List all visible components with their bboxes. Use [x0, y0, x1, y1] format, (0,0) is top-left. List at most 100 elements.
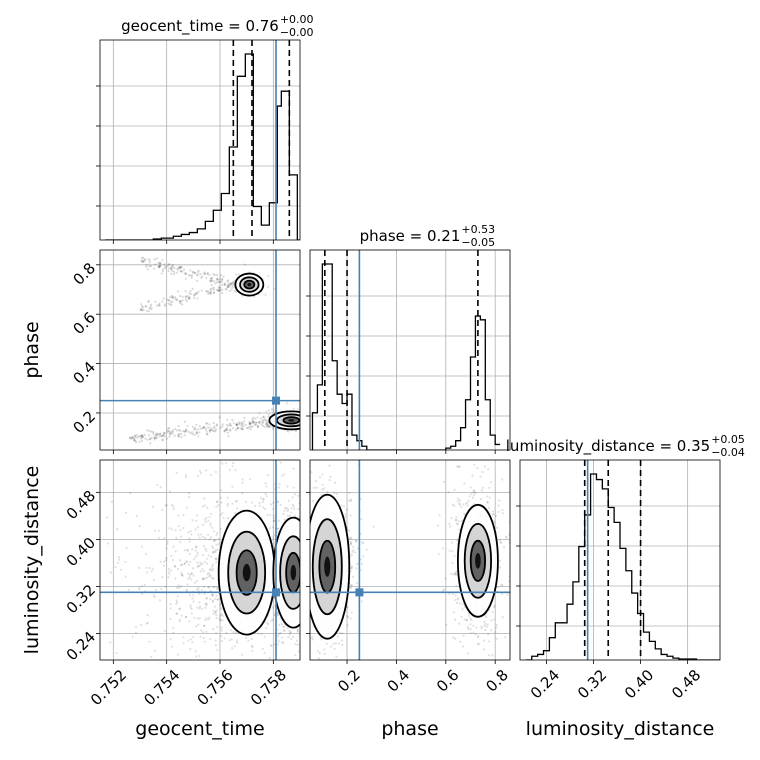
panel-geocent_time-vs-luminosity_distance-point [187, 572, 190, 575]
panel-geocent_time-vs-luminosity_distance-point [191, 548, 194, 551]
title-phase-minus: −0.05 [461, 236, 495, 249]
panel-phase-vs-luminosity_distance-point [454, 594, 457, 597]
panel-phase-vs-luminosity_distance-point [476, 636, 480, 639]
panel-geocent_time-vs-luminosity_distance-point [209, 536, 213, 539]
panel-geocent_time-vs-phase-point [140, 257, 143, 260]
panel-geocent_time-vs-luminosity_distance-point [302, 531, 304, 533]
panel-phase-vs-luminosity_distance-point [488, 668, 490, 670]
panel-geocent_time-vs-luminosity_distance-point [192, 574, 195, 577]
panel-phase-vs-luminosity_distance-point [307, 625, 309, 627]
panel-phase-vs-luminosity_distance-point [301, 584, 303, 586]
panel-geocent_time-vs-phase-point [160, 272, 163, 275]
panel-geocent_time-vs-phase-point [197, 428, 200, 431]
panel-geocent_time-vs-luminosity_distance-point [195, 579, 199, 583]
hist-geocent_time-steps [105, 53, 300, 240]
panel-geocent_time-vs-phase-point [263, 419, 266, 422]
panel-geocent_time-vs-phase-point [154, 263, 157, 266]
panel-phase-vs-luminosity_distance-point [352, 549, 355, 552]
panel-geocent_time-vs-luminosity_distance-point [220, 635, 223, 638]
panel-geocent_time-vs-luminosity_distance-point [215, 505, 218, 508]
panel-geocent_time-vs-phase-point [264, 418, 267, 421]
panel-geocent_time-vs-luminosity_distance-point [306, 550, 308, 552]
panel-phase-vs-luminosity_distance-point [323, 487, 326, 490]
panel-phase-vs-luminosity_distance-point [441, 547, 444, 550]
panel-geocent_time-vs-phase-point [228, 422, 232, 425]
panel-phase-vs-luminosity_distance-point [452, 636, 455, 639]
panel-geocent_time-vs-luminosity_distance-point [194, 528, 197, 531]
panel-geocent_time-vs-phase-point [215, 428, 218, 431]
panel-geocent_time-vs-luminosity_distance-point [197, 623, 200, 626]
panel-geocent_time-vs-luminosity_distance-point [214, 611, 217, 614]
panel-geocent_time-vs-luminosity_distance-point [177, 514, 180, 517]
panel-geocent_time-vs-phase-point [229, 282, 232, 285]
panel-phase-vs-luminosity_distance-point [359, 558, 363, 561]
panel-geocent_time-vs-luminosity_distance-point [273, 643, 276, 646]
panel-geocent_time-vs-phase-point [171, 263, 174, 267]
panel-geocent_time-vs-luminosity_distance-point [194, 668, 196, 670]
panel-geocent_time-vs-phase-point [183, 434, 186, 437]
panel-geocent_time-vs-phase-point [306, 421, 308, 423]
panel-phase-vs-luminosity_distance-point [355, 582, 358, 585]
panel-geocent_time-vs-luminosity_distance-point [197, 474, 200, 477]
title-luminosity_distance-text: luminosity_distance = 0.35 [506, 437, 710, 456]
panel-geocent_time-vs-luminosity_distance-point [189, 647, 192, 651]
panel-phase-vs-luminosity_distance-point [501, 509, 504, 512]
panel-phase-vs-luminosity_distance-point [515, 530, 517, 532]
panel-geocent_time-vs-phase-point [237, 273, 240, 276]
panel-phase-vs-luminosity_distance-point [311, 638, 314, 641]
panel-phase-vs-luminosity_distance-point [320, 638, 323, 641]
panel-geocent_time-vs-luminosity_distance-point [220, 489, 223, 492]
panel-geocent_time-vs-luminosity_distance-point [265, 495, 268, 498]
panel-geocent_time-vs-luminosity_distance-point [159, 560, 162, 563]
panel-phase-vs-luminosity_distance-point [307, 515, 309, 517]
panel-geocent_time-vs-luminosity_distance-point [124, 575, 127, 578]
panel-phase-vs-luminosity_distance-point [455, 465, 459, 468]
panel-geocent_time-vs-luminosity_distance-point [170, 569, 173, 572]
panel-geocent_time-vs-luminosity_distance-point [270, 644, 273, 647]
panel-geocent_time-vs-luminosity_distance-point [216, 598, 219, 601]
panel-geocent_time-vs-phase-point [249, 422, 252, 426]
panel-geocent_time-vs-luminosity_distance-point [251, 649, 254, 653]
panel-phase-vs-luminosity_distance-point [464, 502, 468, 505]
panel-phase-vs-luminosity_distance-point [495, 526, 499, 529]
panel-phase-vs-luminosity_distance-point [339, 632, 342, 635]
panel-geocent_time-vs-luminosity_distance-point [211, 563, 215, 566]
panel-geocent_time-vs-luminosity_distance-point [205, 602, 208, 605]
panel-geocent_time-vs-luminosity_distance-point [177, 584, 180, 587]
panel-geocent_time-vs-luminosity_distance-point [215, 616, 218, 620]
panel-geocent_time-vs-phase-point [179, 300, 182, 303]
panel-phase-vs-luminosity_distance-point [305, 559, 307, 561]
panel-geocent_time-vs-phase-point [212, 291, 216, 294]
panel-geocent_time-vs-phase-point [224, 287, 227, 291]
panel-geocent_time-vs-phase-point [161, 258, 164, 262]
panel-geocent_time-vs-luminosity_distance-point [231, 485, 234, 488]
xlabel-geocent_time: geocent_time [135, 718, 264, 740]
panel-geocent_time-vs-phase-point [218, 280, 221, 284]
panel-geocent_time-vs-luminosity_distance-point [268, 656, 271, 659]
panel-geocent_time-vs-luminosity_distance-point [184, 615, 188, 619]
panel-phase-vs-luminosity_distance-point [346, 624, 349, 627]
panel-geocent_time-vs-phase-point [228, 285, 231, 288]
panel-geocent_time-vs-luminosity_distance-point [219, 606, 222, 609]
panel-geocent_time-vs-luminosity_distance-point [195, 519, 198, 522]
panel-geocent_time-vs-luminosity_distance-point [146, 621, 149, 624]
panel-geocent_time-vs-phase-point [190, 431, 194, 434]
panel-geocent_time-vs-luminosity_distance-point [301, 522, 303, 524]
panel-phase-vs-luminosity_distance-point [304, 594, 306, 596]
panel-geocent_time-vs-luminosity_distance-point [199, 563, 202, 566]
panel-geocent_time-vs-luminosity_distance-point [145, 566, 148, 569]
panel-geocent_time-vs-luminosity_distance-point [303, 621, 305, 623]
panel-geocent_time-vs-phase-point [251, 425, 254, 428]
panel-geocent_time-vs-luminosity_distance-point [263, 635, 266, 638]
panel-geocent_time-vs-phase-point [136, 436, 139, 439]
panel-geocent_time-vs-luminosity_distance-point [279, 503, 282, 507]
panel-geocent_time-vs-luminosity_distance-point [150, 570, 153, 573]
panel-geocent_time-vs-phase-point [217, 289, 220, 292]
panel-phase-vs-luminosity_distance-point [486, 501, 489, 504]
panel-geocent_time-vs-luminosity_distance-point [271, 526, 274, 529]
panel-phase-vs-luminosity_distance-point [471, 663, 473, 665]
panel-phase-vs-luminosity_distance-point [349, 543, 352, 546]
panel-geocent_time-vs-luminosity_distance-point [303, 573, 305, 575]
panel-geocent_time-vs-luminosity_distance-point [293, 514, 297, 517]
panel-geocent_time-vs-phase-point [244, 423, 247, 426]
